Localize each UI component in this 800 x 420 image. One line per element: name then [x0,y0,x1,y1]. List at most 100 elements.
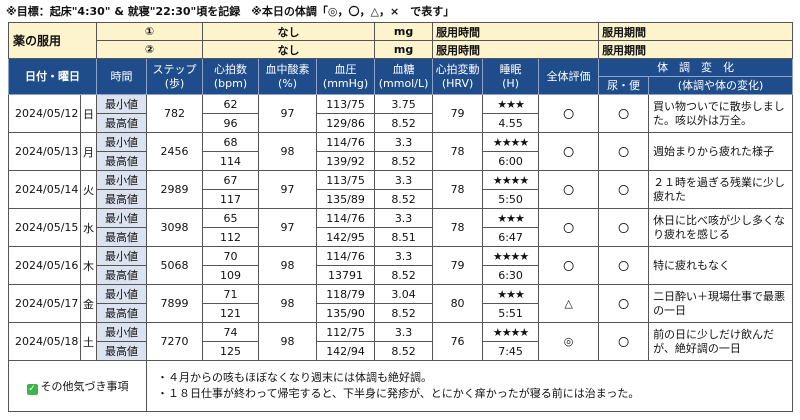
medicine-number: ① [96,22,204,41]
date-cell: 2024/05/15 [8,208,81,247]
heart-rate-max: 117 [202,189,260,209]
blood-pressure-max: 142/94 [316,341,376,361]
sleep-duration: 6:30 [482,265,540,285]
overall-rating: ◎ [538,322,600,361]
min-label: 最小値 [96,246,148,266]
glucose-min: 3.3 [374,132,434,152]
hrv-cell: 80 [432,284,484,323]
glucose-max: 8.52 [374,341,434,361]
spo2-cell: 98 [258,284,318,323]
col-sleep: 睡眠 (H) [482,58,540,95]
hrv-cell: 78 [432,208,484,247]
medicine-row-2: ② なし mg 服用時間 服用期間 [9,40,794,59]
heart-rate-max: 109 [202,265,260,285]
blood-pressure-min: 114/76 [316,208,376,228]
col-hrv-label: 心拍変動 [435,62,480,76]
hrv-cell: 76 [432,322,484,361]
col-heart-rate-unit: (bpm) [213,76,248,90]
urine-stool-rating: 〇 [598,132,650,171]
blood-pressure-min: 114/76 [316,132,376,152]
col-overall: 全体評価 [538,58,600,95]
col-glucose-label: 血糖 [392,62,415,76]
col-steps: ステップ (歩) [146,58,204,95]
overall-rating: 〇 [538,170,600,209]
blood-pressure-min: 114/76 [316,246,376,266]
blood-pressure-max: 139/92 [316,151,376,171]
glucose-min: 3.3 [374,208,434,228]
max-label: 最高値 [96,189,148,209]
col-condition: 体 調 変 化 [598,58,794,77]
heart-rate-max: 114 [202,151,260,171]
blood-pressure-max: 129/86 [316,113,376,133]
blood-pressure-max: 142/95 [316,227,376,247]
col-date: 日付・曜日 [7,58,98,95]
medicine-unit: mg [374,40,434,59]
sleep-duration: 7:45 [482,341,540,361]
condition-memo: ２１時を過ぎる残業に少し疲れた [648,170,794,209]
page-title: ※目標：起床"4:30" & 就寝"22:30"頃を記録 ※本日の体調「◎，〇，… [6,5,455,18]
overall-rating: △ [538,284,600,323]
day-row: 2024/05/17 金最小値 7899 71 98 118/79 3.04 80 ★★★ △ 〇二… [8,284,794,323]
sleep-stars: ★★★ [482,284,540,304]
health-log-table: 薬の服用 ① なし mg 服用時間 服用期間 ② なし mg 服用時間 服用期間… [7,22,794,412]
col-time: 時間 [96,58,148,95]
weekday-cell: 木 [79,246,98,285]
col-blood-pressure: 血圧 (mmHg) [316,58,376,95]
glucose-min: 3.3 [374,170,434,190]
glucose-min: 3.04 [374,284,434,304]
steps-cell: 2989 [146,170,204,209]
condition-memo: 特に疲れもなく [648,246,794,285]
medicine-period-label: 服用期間 [598,22,794,41]
min-label: 最小値 [96,132,148,152]
sleep-stars: ★★★★ [482,170,540,190]
date-cell: 2024/05/18 [8,322,81,361]
hrv-cell: 78 [432,170,484,209]
weekday-cell: 水 [79,208,98,247]
date-cell: 2024/05/16 [8,246,81,285]
glucose-max: 8.52 [374,265,434,285]
heart-rate-min: 74 [202,322,260,342]
day-row: 2024/05/14 火最小値 2989 67 97 113/75 3.3 78 ★★★★ 〇〇 ２… [8,170,794,209]
date-cell: 2024/05/13 [8,132,81,171]
notes-line: ・１８日仕事が終わって帰宅すると、下半身に発疹が、とにかく痒かったが寝る前には治… [157,387,640,400]
heart-rate-max: 96 [202,113,260,133]
blood-pressure-min: 113/75 [316,170,376,190]
col-glucose: 血糖 (mmol/L) [374,58,434,95]
heart-rate-min: 70 [202,246,260,266]
spo2-cell: 97 [258,170,318,209]
steps-cell: 7270 [146,322,204,361]
notes-label-cell: ✓ その他気づき事項 [7,360,148,412]
spo2-cell: 98 [258,322,318,361]
date-cell: 2024/05/14 [8,170,81,209]
condition-memo: 休日に比べ咳が少し多くなり疲れを感じる [648,208,794,247]
weekday-cell: 月 [79,132,98,171]
weekday-cell: 日 [79,94,98,133]
blood-pressure-min: 112/75 [316,322,376,342]
col-urine: 尿・便 [598,76,650,95]
min-label: 最小値 [96,284,148,304]
urine-stool-rating: 〇 [598,208,650,247]
sleep-duration: 6:47 [482,227,540,247]
day-row: 2024/05/18 土最小値 7270 74 98 112/75 3.3 76 ★★★★ ◎ 〇前… [8,322,794,361]
notes-row: ✓ その他気づき事項 ・４月からの咳もほぼなくなり週末には体調も絶好調。 ・１８日… [7,360,794,412]
day-row: 2024/05/12 日最小値 782 62 97 113/75 3.75 79 ★★★ 〇〇買い… [8,94,794,133]
heart-rate-max: 112 [202,227,260,247]
sleep-duration: 5:51 [482,303,540,323]
weekday-cell: 火 [79,170,98,209]
spo2-cell: 97 [258,94,318,133]
day-row: 2024/05/15 水最小値 3098 65 97 114/76 3.3 78 ★★★ 〇〇休日… [8,208,794,247]
urine-stool-rating: 〇 [598,94,650,133]
urine-stool-rating: 〇 [598,246,650,285]
date-cell: 2024/05/12 [8,94,81,133]
min-label: 最小値 [96,208,148,228]
col-spo2-label: 血中酸素 [265,62,310,76]
spo2-cell: 98 [258,132,318,171]
sleep-stars: ★★★★ [482,132,540,152]
overall-rating: 〇 [538,94,600,133]
urine-stool-rating: 〇 [598,284,650,323]
blood-pressure-max: 135/89 [316,189,376,209]
condition-memo: 前の日に少しだけ飲んだが、絶好調の一日 [648,322,794,361]
blood-pressure-max: 135/90 [316,303,376,323]
condition-memo: 買い物ついでに散歩しました。咳以外は万全。 [648,94,794,133]
medicine-row-1: 薬の服用 ① なし mg 服用時間 服用期間 [7,22,794,59]
